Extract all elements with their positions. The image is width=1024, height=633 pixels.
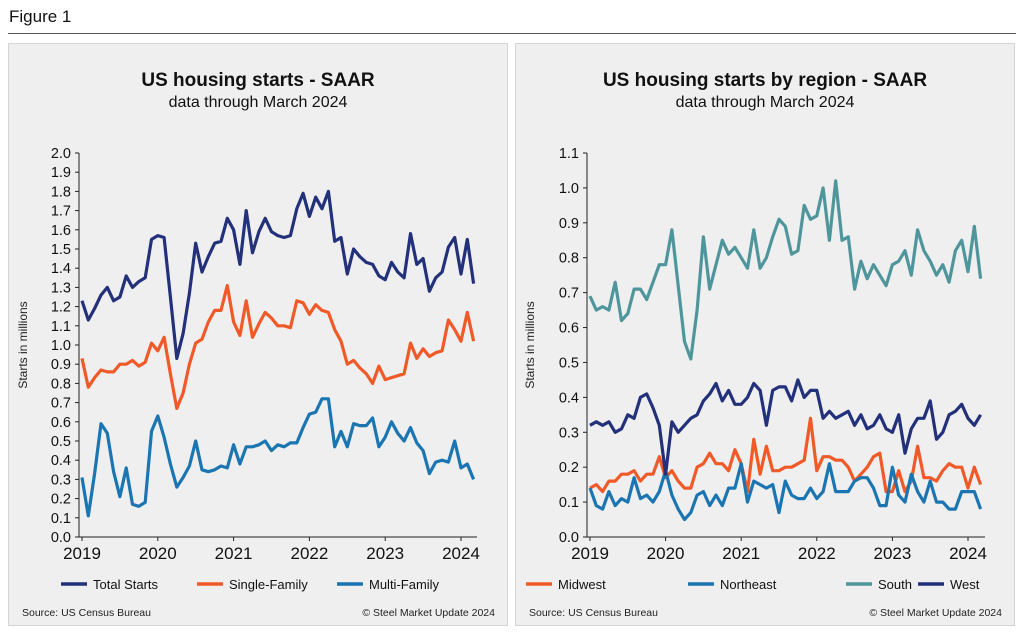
y-tick-label: 0.6 xyxy=(559,321,579,337)
header-divider xyxy=(8,33,1016,34)
source-note: Source: US Census Bureau xyxy=(529,607,658,619)
x-tick-label: 2022 xyxy=(798,544,836,563)
x-tick-label: 2020 xyxy=(647,544,685,563)
y-tick-label: 0.1 xyxy=(51,511,71,527)
copyright-note: © Steel Market Update 2024 xyxy=(869,607,1002,619)
y-tick-label: 0.0 xyxy=(51,530,71,546)
y-tick-label: 1.2 xyxy=(51,300,71,316)
copyright-note: © Steel Market Update 2024 xyxy=(362,607,495,619)
chart-svg: 0.0 0.1 0.2 0.3 0.4 0.5 0.6 0.7 0.8 0.9 1.0 1.1 1.2 1… xyxy=(16,146,480,592)
x-tick-label: 2019 xyxy=(571,544,609,563)
y-tick-label: 1.6 xyxy=(51,223,71,239)
y-tick-label: 1.7 xyxy=(51,204,71,220)
series-line-multi-family xyxy=(80,397,476,518)
y-tick-label: 0.0 xyxy=(559,530,579,546)
y-tick-label: 0.5 xyxy=(51,434,71,450)
y-tick-label: 1.5 xyxy=(51,242,71,258)
x-tick-label: 2023 xyxy=(366,544,404,563)
x-tick-label: 2024 xyxy=(442,544,480,563)
x-tick-label: 2021 xyxy=(722,544,760,563)
y-tick-label: 0.3 xyxy=(559,425,579,441)
series-line-total-starts xyxy=(80,189,476,360)
y-tick-label: 0.7 xyxy=(559,286,579,302)
series-line-northeast xyxy=(588,462,983,522)
y-tick-label: 1.0 xyxy=(559,181,579,197)
y-tick-label: 0.4 xyxy=(559,390,579,406)
chart-panel-regions: US housing starts by region - SAAR data … xyxy=(515,43,1015,626)
y-tick-label: 0.7 xyxy=(51,396,71,412)
series-line-single-family xyxy=(80,283,476,410)
y-tick-label: 1.8 xyxy=(51,184,71,200)
y-tick-label: 0.2 xyxy=(51,492,71,508)
series-line-west xyxy=(589,378,982,476)
legend-label: Multi-Family xyxy=(369,577,440,592)
series-line-south xyxy=(588,179,983,361)
x-tick-label: 2022 xyxy=(290,544,328,563)
y-tick-label: 1.9 xyxy=(51,165,71,181)
y-tick-label: 1.1 xyxy=(559,146,579,162)
x-tick-label: 2023 xyxy=(873,544,911,563)
figure-label: Figure 1 xyxy=(9,7,72,26)
series-line-midwest xyxy=(589,416,983,494)
y-axis-label: Starts in millions xyxy=(523,301,537,388)
y-axis-label: Starts in millions xyxy=(16,301,30,388)
y-tick-label: 0.4 xyxy=(51,453,71,469)
legend-label: South xyxy=(878,577,912,592)
y-tick-label: 0.6 xyxy=(51,415,71,431)
chart-svg: 0.0 0.1 0.2 0.3 0.4 0.5 0.6 0.7 0.8 0.9 1.0 1.1 2019… xyxy=(523,146,987,592)
chart-subtitle: data through March 2024 xyxy=(168,94,348,111)
y-tick-label: 0.1 xyxy=(559,495,579,511)
source-note: Source: US Census Bureau xyxy=(22,607,151,619)
y-tick-label: 0.9 xyxy=(559,216,579,232)
y-tick-label: 1.0 xyxy=(51,338,71,354)
x-tick-label: 2019 xyxy=(63,544,101,563)
legend-label: Total Starts xyxy=(93,577,159,592)
y-tick-label: 1.1 xyxy=(51,319,71,335)
y-tick-label: 1.4 xyxy=(51,261,71,277)
y-tick-label: 2.0 xyxy=(51,146,71,162)
y-tick-label: 1.3 xyxy=(51,280,71,296)
y-tick-label: 0.5 xyxy=(559,355,579,371)
legend-label: Single-Family xyxy=(229,577,308,592)
x-tick-label: 2021 xyxy=(215,544,253,563)
y-tick-label: 0.2 xyxy=(559,460,579,476)
y-tick-label: 0.8 xyxy=(559,251,579,267)
legend-label: Midwest xyxy=(558,577,606,592)
chart-title: US housing starts - SAAR xyxy=(141,70,375,91)
x-tick-label: 2024 xyxy=(949,544,987,563)
legend-label: Northeast xyxy=(720,577,777,592)
y-tick-label: 0.8 xyxy=(51,376,71,392)
y-tick-label: 0.9 xyxy=(51,357,71,373)
x-tick-label: 2020 xyxy=(139,544,177,563)
legend-label: West xyxy=(950,577,980,592)
y-tick-label: 0.3 xyxy=(51,472,71,488)
chart-title: US housing starts by region - SAAR xyxy=(602,70,928,91)
chart-subtitle: data through March 2024 xyxy=(675,94,855,111)
chart-panel-total-starts: US housing starts - SAAR data through Ma… xyxy=(8,43,508,626)
